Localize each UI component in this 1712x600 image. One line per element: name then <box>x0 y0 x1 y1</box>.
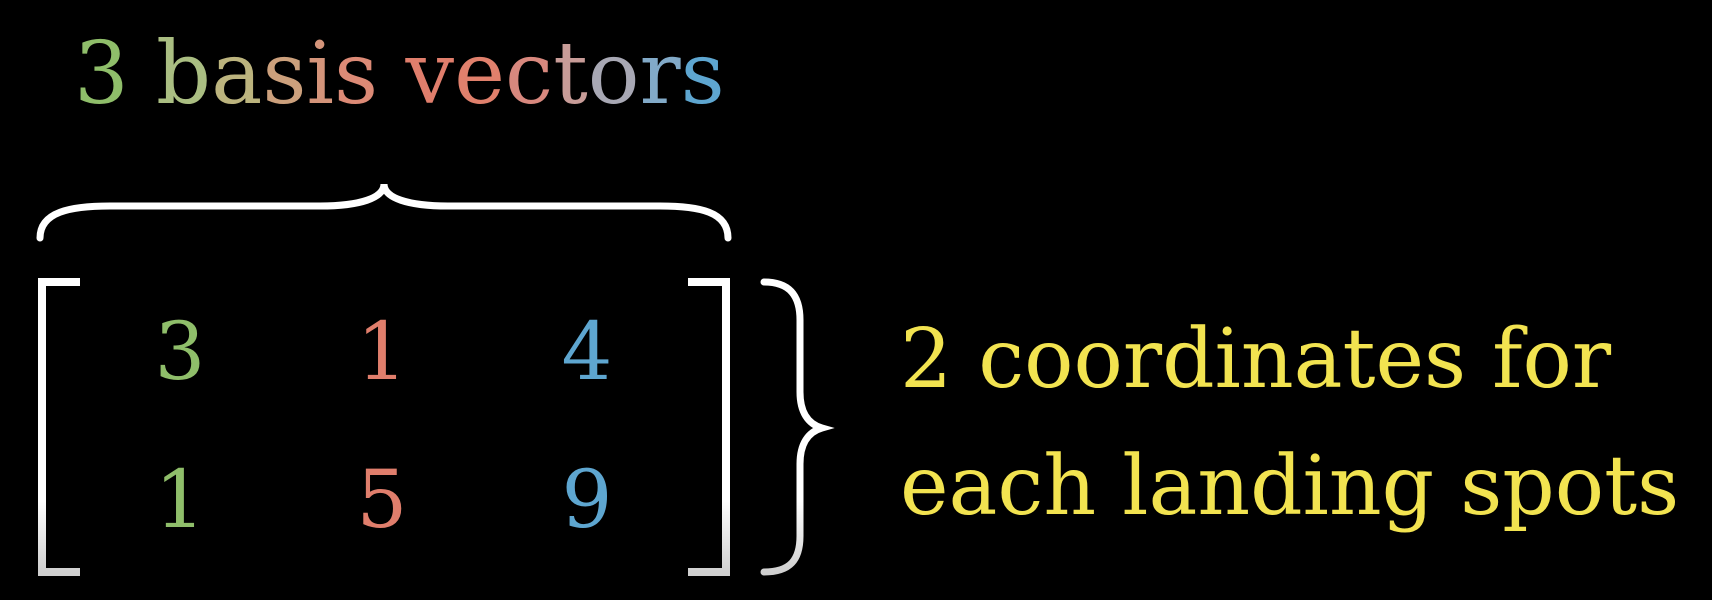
title-segment: b <box>128 24 212 124</box>
matrix-entry-r2-c1: 1 <box>154 453 206 546</box>
matrix-entry-r2-c2: 5 <box>356 453 408 546</box>
title-segment: o <box>587 24 640 124</box>
caption-line-1: 2 coordinates for <box>900 312 1612 407</box>
title-segment: a <box>211 24 263 124</box>
title-segment: r <box>639 24 681 124</box>
top-curly-brace <box>36 183 732 242</box>
title-segment: s <box>262 24 307 124</box>
basis-vectors-label: 3 basis vectors <box>74 14 725 134</box>
left-matrix-bracket <box>38 278 80 576</box>
matrix-entry-r2-c3: 9 <box>561 453 613 546</box>
title-segment: s <box>334 24 379 124</box>
right-matrix-bracket <box>688 278 730 576</box>
caption-line-2: each landing spots <box>900 439 1680 534</box>
title-segment: s <box>680 24 725 124</box>
right-curly-brace <box>760 278 835 576</box>
title-segment: i <box>306 24 335 124</box>
title-segment: c <box>505 24 554 124</box>
matrix-entry-r1-c1: 3 <box>154 305 206 398</box>
matrix-entry-r1-c3: 4 <box>561 305 613 398</box>
title-segment: e <box>454 24 506 124</box>
matrix-entry-r1-c2: 1 <box>356 305 408 398</box>
title-segment: v <box>378 24 455 124</box>
title-segment: 3 <box>74 24 129 124</box>
title-segment: t <box>553 24 588 124</box>
